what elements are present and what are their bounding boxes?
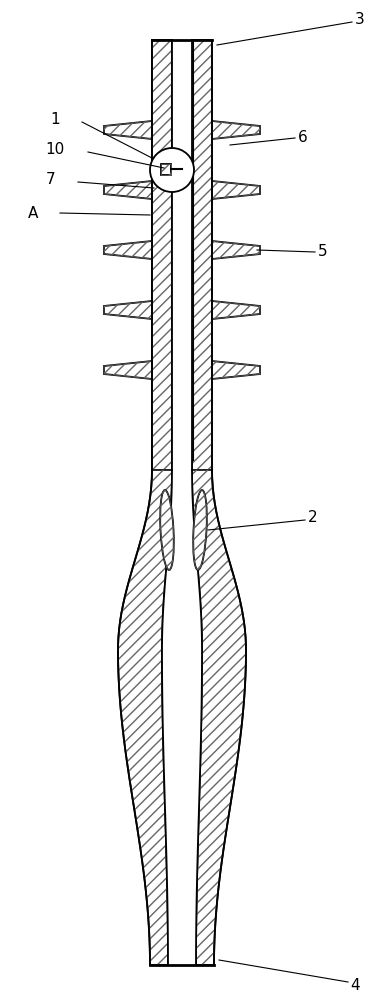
Polygon shape	[104, 121, 152, 139]
Polygon shape	[212, 181, 260, 199]
Polygon shape	[192, 470, 246, 965]
Polygon shape	[162, 470, 202, 965]
Text: 7: 7	[45, 172, 55, 188]
Polygon shape	[104, 241, 152, 259]
Text: 2: 2	[308, 510, 318, 526]
Polygon shape	[192, 40, 212, 470]
Polygon shape	[104, 181, 152, 199]
Polygon shape	[152, 40, 172, 470]
Polygon shape	[212, 241, 260, 259]
Polygon shape	[118, 470, 172, 965]
Text: A: A	[27, 206, 38, 221]
Polygon shape	[104, 301, 152, 319]
Text: 10: 10	[46, 142, 65, 157]
Polygon shape	[212, 121, 260, 139]
Text: 3: 3	[355, 12, 365, 27]
Polygon shape	[161, 164, 171, 175]
Polygon shape	[212, 301, 260, 319]
Text: 5: 5	[318, 244, 328, 259]
Text: 1: 1	[50, 112, 60, 127]
Text: 4: 4	[350, 978, 360, 992]
Circle shape	[150, 148, 194, 192]
Polygon shape	[104, 361, 152, 379]
Polygon shape	[172, 40, 192, 470]
Text: 6: 6	[298, 129, 308, 144]
Ellipse shape	[160, 490, 174, 570]
Polygon shape	[212, 361, 260, 379]
Ellipse shape	[193, 490, 207, 570]
